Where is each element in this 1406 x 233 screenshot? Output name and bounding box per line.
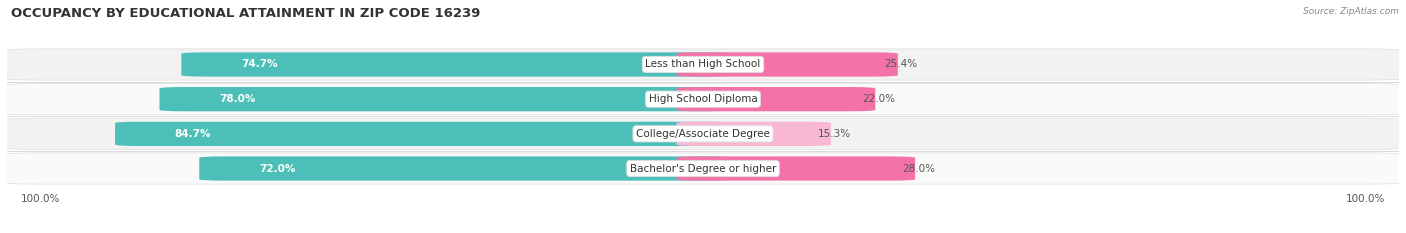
Text: Less than High School: Less than High School (645, 59, 761, 69)
Text: 78.0%: 78.0% (219, 94, 256, 104)
Text: 84.7%: 84.7% (174, 129, 211, 139)
FancyBboxPatch shape (676, 122, 831, 146)
Text: 22.0%: 22.0% (862, 94, 896, 104)
Text: 74.7%: 74.7% (240, 59, 277, 69)
Text: College/Associate Degree: College/Associate Degree (636, 129, 770, 139)
FancyBboxPatch shape (676, 52, 898, 77)
FancyBboxPatch shape (0, 153, 1406, 184)
FancyBboxPatch shape (200, 156, 730, 181)
Text: 15.3%: 15.3% (818, 129, 851, 139)
Text: 25.4%: 25.4% (884, 59, 918, 69)
FancyBboxPatch shape (115, 122, 730, 146)
FancyBboxPatch shape (159, 87, 730, 111)
FancyBboxPatch shape (0, 49, 1406, 80)
FancyBboxPatch shape (676, 156, 915, 181)
Text: 72.0%: 72.0% (259, 164, 295, 174)
FancyBboxPatch shape (181, 52, 730, 77)
FancyBboxPatch shape (676, 87, 876, 111)
Text: Source: ZipAtlas.com: Source: ZipAtlas.com (1303, 7, 1399, 16)
Text: 28.0%: 28.0% (901, 164, 935, 174)
Text: High School Diploma: High School Diploma (648, 94, 758, 104)
Text: Bachelor's Degree or higher: Bachelor's Degree or higher (630, 164, 776, 174)
FancyBboxPatch shape (0, 84, 1406, 115)
Text: OCCUPANCY BY EDUCATIONAL ATTAINMENT IN ZIP CODE 16239: OCCUPANCY BY EDUCATIONAL ATTAINMENT IN Z… (11, 7, 481, 20)
FancyBboxPatch shape (0, 118, 1406, 149)
